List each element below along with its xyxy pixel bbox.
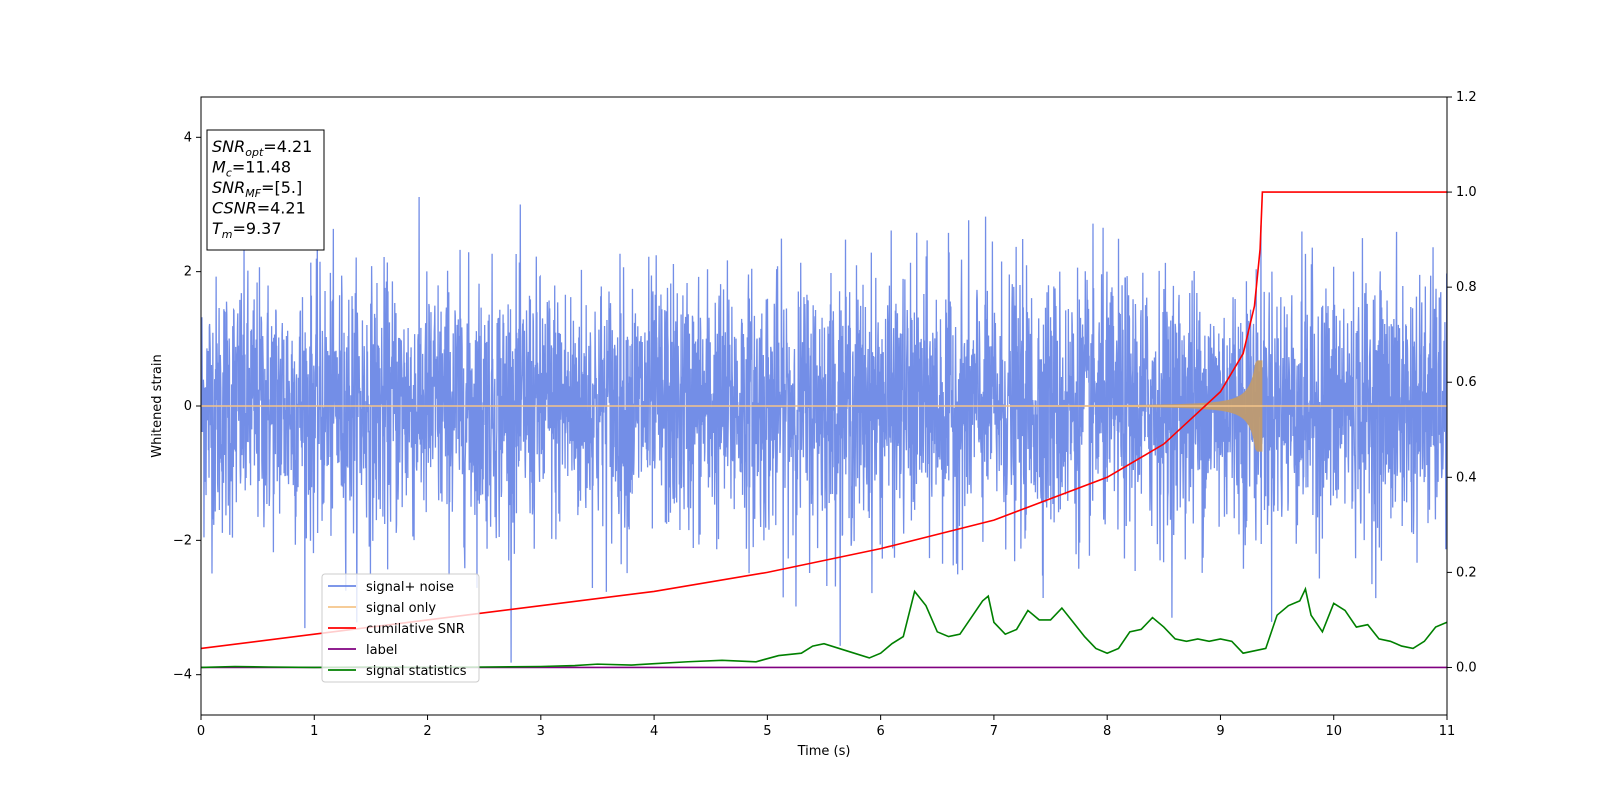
y-axis-label: Whitened strain bbox=[150, 354, 165, 457]
legend-label: signal+ noise bbox=[366, 580, 454, 595]
y-tick-label: 2 bbox=[184, 265, 192, 280]
x-tick-label: 5 bbox=[763, 724, 771, 739]
legend-label: signal only bbox=[366, 601, 436, 616]
x-tick-label: 7 bbox=[990, 724, 998, 739]
info-line: Mc=11.48 bbox=[212, 158, 291, 180]
y2-tick-label: 0.8 bbox=[1456, 280, 1477, 295]
info-line: SNRopt=4.21 bbox=[212, 137, 312, 159]
plot-area bbox=[201, 191, 1447, 669]
legend-label: label bbox=[366, 643, 397, 658]
x-tick-label: 1 bbox=[310, 724, 318, 739]
x-tick-label: 11 bbox=[1439, 724, 1456, 739]
legend: signal+ noise signal only cumilative SNR la… bbox=[321, 573, 480, 683]
y2-tick-label: 0.6 bbox=[1456, 375, 1477, 390]
plot-series bbox=[201, 191, 1447, 669]
x-tick-label: 8 bbox=[1103, 724, 1111, 739]
y2-tick-label: 0.0 bbox=[1456, 660, 1477, 675]
series-cumilative-snr bbox=[201, 191, 1447, 650]
y-tick-label: −2 bbox=[173, 533, 192, 548]
legend-frame bbox=[321, 573, 480, 683]
y2-tick-label: 0.4 bbox=[1456, 470, 1477, 485]
x-tick-label: 9 bbox=[1216, 724, 1224, 739]
y-tick-label: 0 bbox=[184, 399, 192, 414]
y-tick-label: 4 bbox=[184, 130, 192, 145]
series-signal-plus-noise bbox=[201, 196, 1447, 663]
x-tick-label: 2 bbox=[423, 724, 431, 739]
y-tick-label: −4 bbox=[173, 668, 192, 683]
info-line: CSNR=4.21 bbox=[212, 199, 306, 218]
y2-tick-label: 1.0 bbox=[1456, 185, 1477, 200]
y2-tick-label: 1.2 bbox=[1456, 90, 1477, 105]
y2-tick-label: 0.2 bbox=[1456, 565, 1477, 580]
x-tick-label: 6 bbox=[876, 724, 884, 739]
series-signal-statistics bbox=[201, 586, 1447, 669]
x-tick-label: 4 bbox=[650, 724, 658, 739]
legend-label: cumilative SNR bbox=[366, 622, 465, 637]
info-line: Tm=9.37 bbox=[212, 219, 282, 241]
info-box: SNRopt=4.21Mc=11.48SNRMF=[5.]CSNR=4.21Tm… bbox=[206, 129, 325, 251]
info-box-frame bbox=[206, 129, 325, 251]
x-tick-label: 3 bbox=[537, 724, 545, 739]
legend-label: signal statistics bbox=[366, 664, 467, 679]
axes: 0 1 2 3 4 5 6 7 8 9 10 11 4 2 0 −2 −4 1.2 1.0 0.8 0.6 0.4 0.2 0… bbox=[173, 90, 1477, 739]
x-tick-label: 10 bbox=[1325, 724, 1342, 739]
info-line: SNRMF=[5.] bbox=[212, 178, 302, 200]
x-tick-label: 0 bbox=[197, 724, 205, 739]
x-axis-label: Time (s) bbox=[797, 744, 851, 759]
